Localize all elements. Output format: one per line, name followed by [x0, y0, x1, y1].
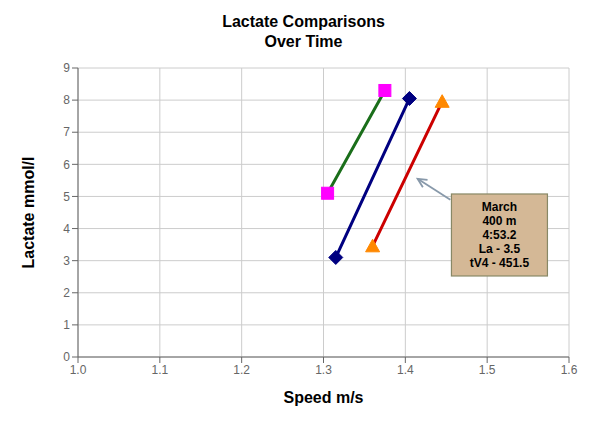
svg-text:2: 2 [63, 286, 70, 300]
svg-text:1.0: 1.0 [70, 363, 87, 377]
svg-text:6: 6 [63, 158, 70, 172]
svg-text:7: 7 [63, 125, 70, 139]
svg-text:1.3: 1.3 [315, 363, 332, 377]
svg-text:March: March [482, 200, 517, 214]
svg-text:1.4: 1.4 [397, 363, 414, 377]
svg-text:Speed m/s: Speed m/s [283, 389, 363, 406]
svg-text:tV4 - 451.5: tV4 - 451.5 [470, 256, 530, 270]
svg-text:4:53.2: 4:53.2 [482, 228, 516, 242]
svg-text:1.5: 1.5 [479, 363, 496, 377]
svg-text:4: 4 [63, 222, 70, 236]
svg-text:1.6: 1.6 [561, 363, 578, 377]
svg-text:1: 1 [63, 318, 70, 332]
svg-text:8: 8 [63, 93, 70, 107]
svg-text:Lactate mmol/l: Lactate mmol/l [20, 156, 37, 268]
html-text:Lactate Comparisons: Lactate Comparisons [222, 13, 385, 30]
svg-text:400 m: 400 m [482, 214, 516, 228]
svg-text:3: 3 [63, 254, 70, 268]
svg-text:9: 9 [63, 61, 70, 75]
svg-text:1.1: 1.1 [151, 363, 168, 377]
svg-text:1.2: 1.2 [233, 363, 250, 377]
html-text:Over Time: Over Time [264, 33, 343, 50]
svg-text:5: 5 [63, 190, 70, 204]
svg-text:La - 3.5: La - 3.5 [479, 242, 521, 256]
svg-text:0: 0 [63, 350, 70, 364]
